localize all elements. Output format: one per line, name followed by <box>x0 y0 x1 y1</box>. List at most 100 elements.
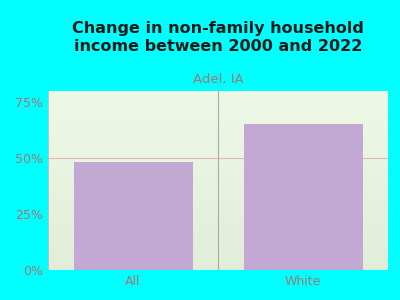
Bar <box>48 216 388 218</box>
Bar <box>48 263 388 265</box>
Bar <box>48 146 388 148</box>
Bar <box>48 213 388 214</box>
Bar <box>48 209 388 211</box>
Bar <box>48 175 388 177</box>
Bar <box>48 141 388 142</box>
Bar <box>48 94 388 96</box>
Bar <box>48 239 388 241</box>
Bar <box>48 128 388 130</box>
Bar <box>48 223 388 225</box>
Bar <box>48 265 388 266</box>
Bar <box>48 173 388 175</box>
Bar <box>74 162 192 270</box>
Bar <box>48 184 388 186</box>
Bar <box>48 121 388 123</box>
Bar <box>48 248 388 250</box>
Bar <box>48 214 388 216</box>
Bar <box>48 189 388 191</box>
Bar <box>48 100 388 101</box>
Bar <box>48 123 388 125</box>
Bar <box>48 144 388 146</box>
Bar <box>48 220 388 222</box>
Bar <box>48 166 388 168</box>
Bar <box>48 103 388 105</box>
Bar <box>48 160 388 162</box>
Bar <box>48 268 388 270</box>
Bar <box>48 130 388 132</box>
Bar <box>244 124 362 270</box>
Bar <box>48 200 388 202</box>
Bar <box>48 139 388 141</box>
Bar <box>48 234 388 236</box>
Bar <box>48 195 388 197</box>
Bar <box>48 230 388 232</box>
Bar <box>48 169 388 171</box>
Bar <box>48 204 388 206</box>
Bar <box>48 182 388 184</box>
Bar <box>48 171 388 173</box>
Bar <box>48 164 388 166</box>
Bar <box>48 162 388 164</box>
Bar <box>48 241 388 243</box>
Bar <box>48 157 388 159</box>
Bar <box>48 177 388 178</box>
Bar <box>48 98 388 100</box>
Bar <box>48 236 388 238</box>
Bar <box>48 105 388 107</box>
Bar <box>48 250 388 252</box>
Bar <box>48 261 388 263</box>
Bar <box>48 218 388 220</box>
Bar <box>48 259 388 261</box>
Bar <box>48 168 388 169</box>
Bar <box>48 96 388 98</box>
Bar <box>48 125 388 126</box>
Bar <box>48 152 388 153</box>
Bar <box>48 150 388 152</box>
Bar <box>48 126 388 128</box>
Bar <box>48 118 388 119</box>
Bar <box>48 134 388 135</box>
Bar <box>48 112 388 114</box>
Bar <box>48 159 388 161</box>
Bar <box>48 153 388 155</box>
Bar <box>48 222 388 223</box>
Bar <box>48 247 388 248</box>
Bar <box>48 227 388 229</box>
Bar <box>48 256 388 257</box>
Bar <box>48 137 388 139</box>
Bar <box>48 196 388 198</box>
Bar <box>48 254 388 256</box>
Bar <box>48 193 388 195</box>
Bar <box>48 245 388 247</box>
Bar <box>48 116 388 118</box>
Bar <box>48 119 388 121</box>
Bar <box>48 198 388 200</box>
Bar <box>48 207 388 209</box>
Bar <box>48 202 388 204</box>
Text: Adel, IA: Adel, IA <box>193 73 243 85</box>
Bar <box>48 188 388 189</box>
Bar <box>48 155 388 157</box>
Bar <box>48 110 388 112</box>
Bar <box>48 252 388 254</box>
Bar <box>48 101 388 103</box>
Bar <box>48 114 388 116</box>
Bar <box>48 243 388 245</box>
Bar <box>48 186 388 188</box>
Bar <box>48 178 388 180</box>
Bar <box>48 232 388 234</box>
Bar <box>48 225 388 227</box>
Bar <box>48 180 388 182</box>
Text: Change in non-family household
income between 2000 and 2022: Change in non-family household income be… <box>72 21 364 54</box>
Bar <box>48 206 388 207</box>
Bar <box>48 211 388 213</box>
Bar <box>48 229 388 230</box>
Bar <box>48 109 388 110</box>
Bar <box>48 91 388 92</box>
Bar <box>48 132 388 134</box>
Bar <box>48 191 388 193</box>
Bar <box>48 148 388 150</box>
Bar <box>48 266 388 268</box>
Bar <box>48 238 388 239</box>
Bar <box>48 257 388 259</box>
